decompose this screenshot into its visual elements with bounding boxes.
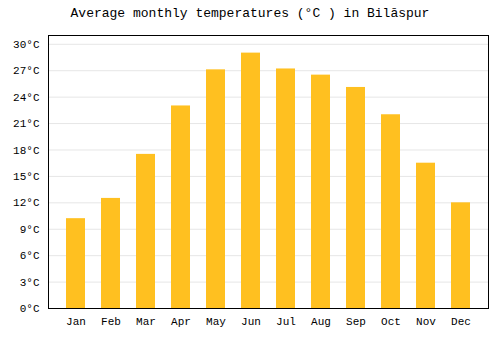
svg-text:6°C: 6°C	[20, 250, 40, 262]
svg-text:18°C: 18°C	[13, 145, 40, 157]
svg-text:0°C: 0°C	[20, 303, 40, 315]
svg-text:21°C: 21°C	[13, 118, 40, 130]
svg-text:Aug: Aug	[311, 316, 331, 328]
svg-text:Nov: Nov	[416, 316, 436, 328]
svg-text:Feb: Feb	[101, 316, 121, 328]
svg-text:May: May	[206, 316, 226, 328]
svg-text:Apr: Apr	[171, 316, 191, 328]
html-text:Average monthly temperatures (: Average monthly temperatures (°C ) in Bi…	[70, 6, 430, 21]
svg-text:Oct: Oct	[381, 316, 401, 328]
svg-text:27°C: 27°C	[13, 65, 40, 77]
svg-text:Jul: Jul	[276, 316, 296, 328]
svg-text:Mar: Mar	[136, 316, 156, 328]
svg-text:15°C: 15°C	[13, 171, 40, 183]
svg-text:Jun: Jun	[241, 316, 261, 328]
svg-text:Jan: Jan	[66, 316, 86, 328]
svg-text:3°C: 3°C	[20, 277, 40, 289]
svg-text:30°C: 30°C	[13, 39, 40, 51]
svg-text:12°C: 12°C	[13, 197, 40, 209]
svg-text:9°C: 9°C	[20, 224, 40, 236]
svg-text:Sep: Sep	[346, 316, 366, 328]
svg-text:24°C: 24°C	[13, 92, 40, 104]
svg-text:Dec: Dec	[451, 316, 471, 328]
